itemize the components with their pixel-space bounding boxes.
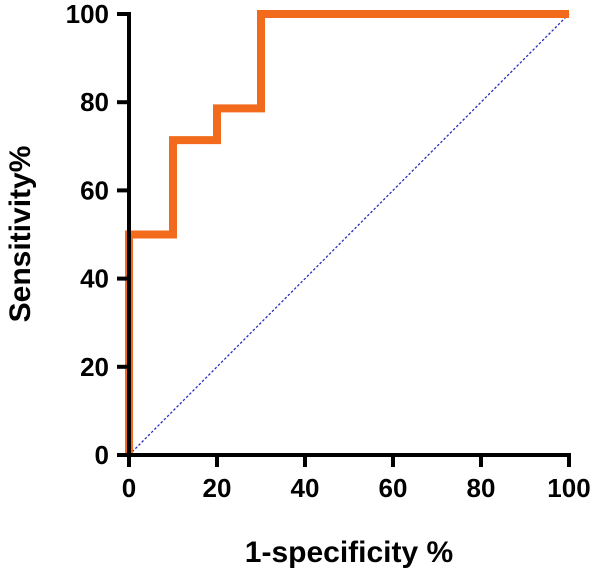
- x-tick-label: 100: [547, 473, 590, 503]
- y-tick-label: 60: [80, 175, 109, 205]
- plot-area: [125, 10, 571, 457]
- roc-curve-line: [125, 10, 569, 455]
- x-axis-title: 1-specificity %: [245, 536, 453, 569]
- reference-diagonal-line: [128, 13, 570, 456]
- x-tick-label: 80: [467, 473, 496, 503]
- y-axis-ticks: 0 20 40 60 80 100: [66, 0, 129, 470]
- x-axis-ticks: 0 20 40 60 80 100: [122, 455, 591, 503]
- y-tick-label: 0: [95, 440, 109, 470]
- x-tick-label: 0: [122, 473, 136, 503]
- y-tick-label: 100: [66, 0, 109, 29]
- y-tick-label: 20: [80, 352, 109, 382]
- y-tick-label: 80: [80, 87, 109, 117]
- y-axis-title: Sensitivity%: [4, 146, 37, 323]
- y-tick-label: 40: [80, 264, 109, 294]
- x-tick-label: 20: [203, 473, 232, 503]
- x-tick-label: 60: [379, 473, 408, 503]
- x-tick-label: 40: [291, 473, 320, 503]
